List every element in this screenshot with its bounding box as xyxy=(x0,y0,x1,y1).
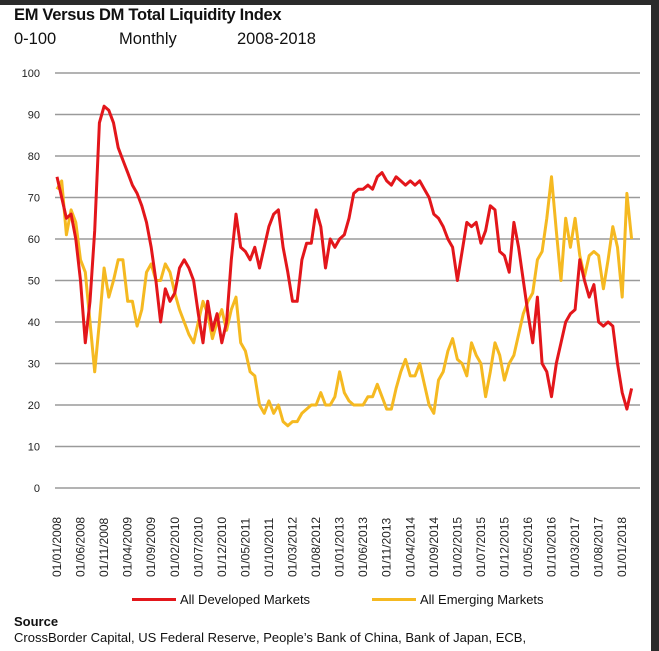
x-tick-label: 01/05/2016 xyxy=(521,517,535,577)
x-tick-label: 01/04/2009 xyxy=(121,517,135,577)
y-tick-label: 40 xyxy=(28,317,40,329)
x-tick-label: 01/11/2013 xyxy=(380,518,394,577)
legend-item-emerging: All Emerging Markets xyxy=(372,592,544,607)
subtitle-frequency: Monthly xyxy=(119,30,177,48)
x-tick-label: 01/01/2008 xyxy=(50,517,64,577)
legend-item-developed: All Developed Markets xyxy=(132,592,310,607)
source-heading: Source xyxy=(14,614,59,629)
subtitle-period: 2008-2018 xyxy=(237,30,316,48)
y-tick-label: 0 xyxy=(34,483,40,495)
x-tick-label: 01/04/2014 xyxy=(403,517,417,577)
x-tick-label: 01/12/2010 xyxy=(215,517,229,577)
window-frame-right xyxy=(651,0,659,651)
window-frame-top xyxy=(0,0,659,5)
x-tick-label: 01/09/2014 xyxy=(427,517,441,577)
legend: All Developed Markets All Emerging Marke… xyxy=(0,592,659,610)
x-tick-label: 01/10/2016 xyxy=(545,517,559,577)
x-tick-label: 01/11/2008 xyxy=(97,518,111,577)
y-tick-label: 80 xyxy=(28,151,40,163)
x-tick-label: 01/08/2012 xyxy=(309,517,323,577)
y-tick-label: 20 xyxy=(28,400,40,412)
y-tick-label: 10 xyxy=(28,442,40,454)
x-tick-label: 01/07/2015 xyxy=(474,517,488,577)
x-tick-label: 01/10/2011 xyxy=(262,518,276,577)
chart-subtitle: 0-100 Monthly 2008-2018 xyxy=(14,30,316,49)
x-tick-label: 01/09/2009 xyxy=(144,517,158,577)
x-tick-label: 01/08/2017 xyxy=(592,517,606,577)
y-tick-label: 60 xyxy=(28,234,40,246)
x-tick-label: 01/05/2011 xyxy=(238,518,252,577)
x-tick-label: 01/03/2012 xyxy=(286,517,300,577)
x-tick-label: 01/06/2013 xyxy=(356,517,370,577)
legend-swatch-developed xyxy=(132,598,176,601)
legend-label-emerging: All Emerging Markets xyxy=(420,592,544,607)
chart-title: EM Versus DM Total Liquidity Index xyxy=(14,6,282,24)
x-tick-label: 01/01/2013 xyxy=(333,517,347,577)
series-line-developed xyxy=(55,104,634,411)
subtitle-range: 0-100 xyxy=(14,30,57,48)
x-tick-label: 01/03/2017 xyxy=(568,517,582,577)
y-tick-label: 100 xyxy=(22,68,40,80)
x-tick-label: 01/12/2015 xyxy=(497,517,511,577)
y-tick-label: 70 xyxy=(28,193,40,205)
y-tick-label: 30 xyxy=(28,359,40,371)
y-tick-label: 90 xyxy=(28,110,40,122)
x-tick-label: 01/06/2008 xyxy=(74,517,88,577)
y-tick-label: 50 xyxy=(28,276,40,288)
legend-label-developed: All Developed Markets xyxy=(180,592,311,607)
source-text: CrossBorder Capital, US Federal Reserve,… xyxy=(14,630,527,645)
x-tick-label: 01/07/2010 xyxy=(191,517,205,577)
x-tick-label: 01/01/2018 xyxy=(615,517,629,577)
x-tick-label: 01/02/2015 xyxy=(450,517,464,577)
x-tick-label: 01/02/2010 xyxy=(168,517,182,577)
series-line-emerging xyxy=(55,175,634,428)
legend-swatch-emerging xyxy=(372,598,416,601)
